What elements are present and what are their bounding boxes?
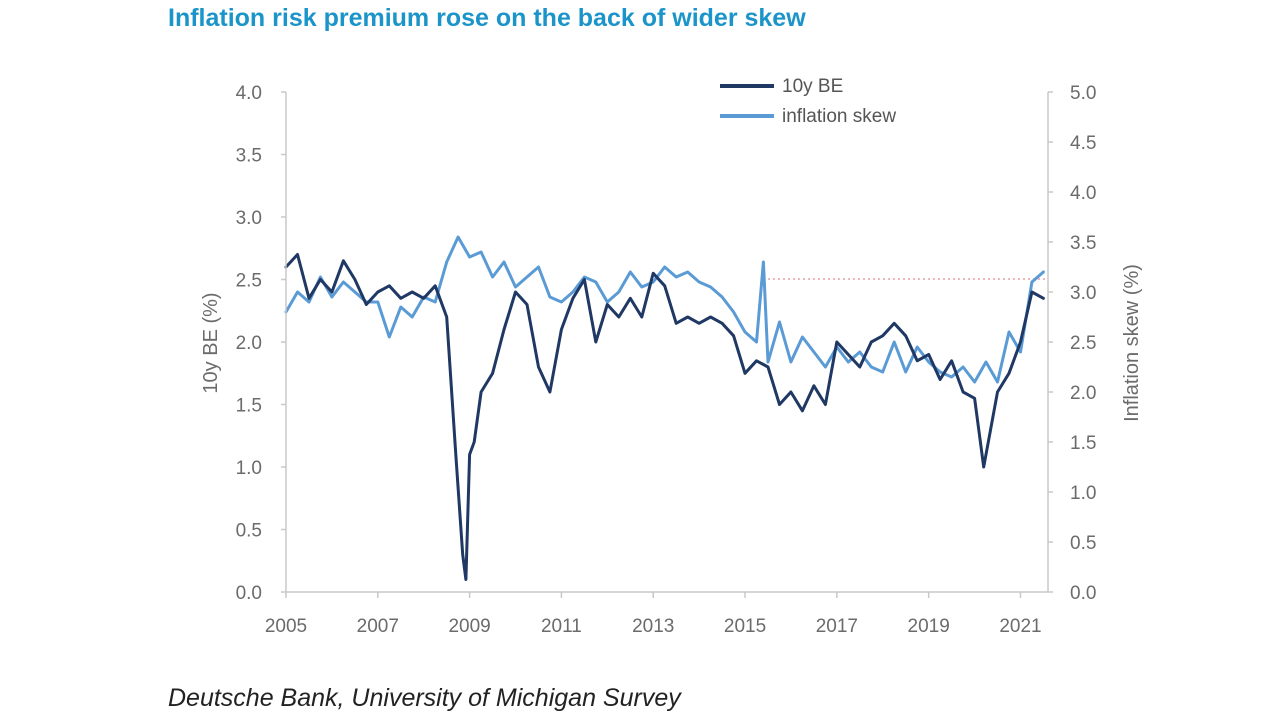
y-tick-left-label: 1.0 [236,458,262,479]
y-tick-left-label: 2.0 [236,333,262,354]
y-tick-left-label: 2.5 [236,271,262,292]
y-axis-left-label: 10y BE (%) [200,292,222,393]
y-tick-right-label: 1.5 [1070,433,1096,454]
y-tick-right-label: 1.0 [1070,483,1096,504]
series-layer [284,235,1045,581]
legend-label-10y-be: 10y BE [782,76,843,97]
x-tick-label: 2019 [908,616,950,637]
x-tick-label: 2021 [999,616,1041,637]
y-tick-left-label: 0.0 [236,583,262,604]
x-tick-label: 2011 [541,616,582,637]
y-tick-right-label: 4.5 [1070,133,1096,154]
series-line-10y-be [284,253,1045,581]
axes-layer [285,92,1049,593]
y-tick-right-label: 0.5 [1070,533,1096,554]
y-tick-left-label: 0.5 [236,521,262,542]
legend-label-inflation-skew: inflation skew [782,106,896,127]
x-tick-label: 2015 [724,616,766,637]
y-axis-right-label: Inflation skew (%) [1121,264,1143,422]
y-tick-right-label: 3.0 [1070,283,1096,304]
line-chart: 0.0 0.5 1.0 1.5 2.0 2.5 3.0 3.5 4.0 0.0 0.5 1.0 1.5 2… [200,76,1143,637]
x-tick-label: 2005 [265,616,307,637]
y-tick-right-label: 5.0 [1070,83,1096,104]
source-note: Deutsche Bank, University of Michigan Su… [168,684,681,712]
y-tick-left-label: 3.0 [236,208,262,229]
y-tick-left-label: 3.5 [236,146,262,167]
y-tick-right-label: 2.5 [1070,333,1096,354]
legend: 10y BE inflation skew [720,76,896,127]
y-tick-left-label: 4.0 [236,83,262,104]
x-tick-label: 2009 [448,616,490,637]
chart-title: Inflation risk premium rose on the back … [168,4,806,32]
y-tick-right-label: 2.0 [1070,383,1096,404]
x-tick-label: 2013 [632,616,674,637]
x-tick-label: 2017 [816,616,858,637]
series-line-inflation-skew [284,235,1045,384]
ticks-layer: 0.0 0.5 1.0 1.5 2.0 2.5 3.0 3.5 4.0 0.0 0.5 1.0 1.5 2… [236,83,1097,637]
y-tick-left-label: 1.5 [236,396,262,417]
y-tick-right-label: 0.0 [1070,583,1096,604]
y-tick-right-label: 4.0 [1070,183,1096,204]
x-tick-label: 2007 [357,616,399,637]
y-tick-right-label: 3.5 [1070,233,1096,254]
